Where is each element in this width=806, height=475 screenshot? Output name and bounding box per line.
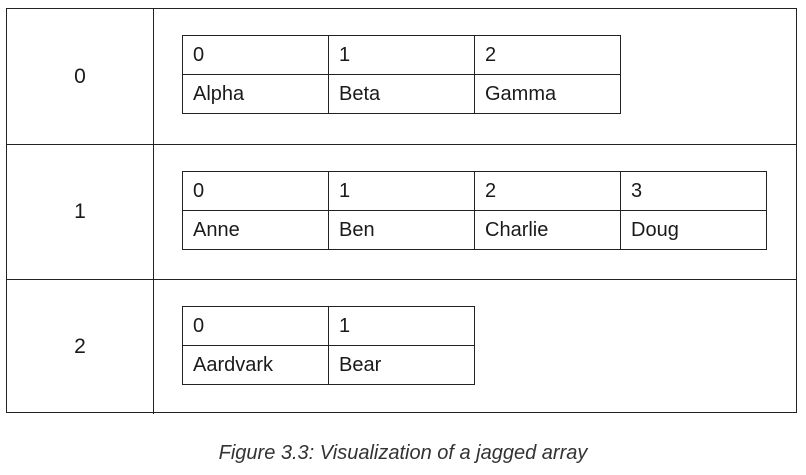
inner-value-cell: Doug (620, 210, 767, 250)
inner-value-cell: Ben (328, 210, 475, 250)
inner-index-row: 0 1 2 (182, 35, 621, 75)
inner-value-cell: Anne (182, 210, 329, 250)
inner-value-cell: Bear (328, 345, 475, 385)
inner-index-cell: 2 (474, 171, 621, 211)
inner-index-cell: 1 (328, 171, 475, 211)
inner-value-row: Alpha Beta Gamma (182, 74, 621, 114)
inner-index-cell: 0 (182, 35, 329, 75)
inner-index-cell: 0 (182, 306, 329, 346)
outer-index-1: 1 (7, 145, 154, 279)
outer-row-1: 1 0 1 2 3 Anne Ben Charlie Doug (7, 144, 796, 279)
outer-index-2: 2 (7, 280, 154, 414)
jagged-array-diagram: 0 0 1 2 Alpha Beta Gamma 1 0 1 2 3 (6, 8, 797, 414)
inner-array-1: 0 1 2 3 Anne Ben Charlie Doug (182, 171, 767, 250)
inner-index-cell: 2 (474, 35, 621, 75)
inner-index-row: 0 1 2 3 (182, 171, 767, 211)
inner-value-cell: Aardvark (182, 345, 329, 385)
inner-index-cell: 1 (328, 306, 475, 346)
inner-value-row: Aardvark Bear (182, 345, 475, 385)
inner-index-row: 0 1 (182, 306, 475, 346)
inner-value-cell: Alpha (182, 74, 329, 114)
inner-value-cell: Beta (328, 74, 475, 114)
outer-index-0: 0 (7, 9, 154, 144)
outer-row-0: 0 0 1 2 Alpha Beta Gamma (7, 9, 796, 144)
inner-array-2: 0 1 Aardvark Bear (182, 306, 475, 385)
inner-index-cell: 3 (620, 171, 767, 211)
outer-row-2: 2 0 1 Aardvark Bear (7, 279, 796, 414)
inner-array-0: 0 1 2 Alpha Beta Gamma (182, 35, 621, 114)
inner-index-cell: 0 (182, 171, 329, 211)
inner-index-cell: 1 (328, 35, 475, 75)
inner-value-cell: Charlie (474, 210, 621, 250)
inner-value-row: Anne Ben Charlie Doug (182, 210, 767, 250)
figure-caption: Figure 3.3: Visualization of a jagged ar… (218, 442, 588, 464)
inner-value-cell: Gamma (474, 74, 621, 114)
